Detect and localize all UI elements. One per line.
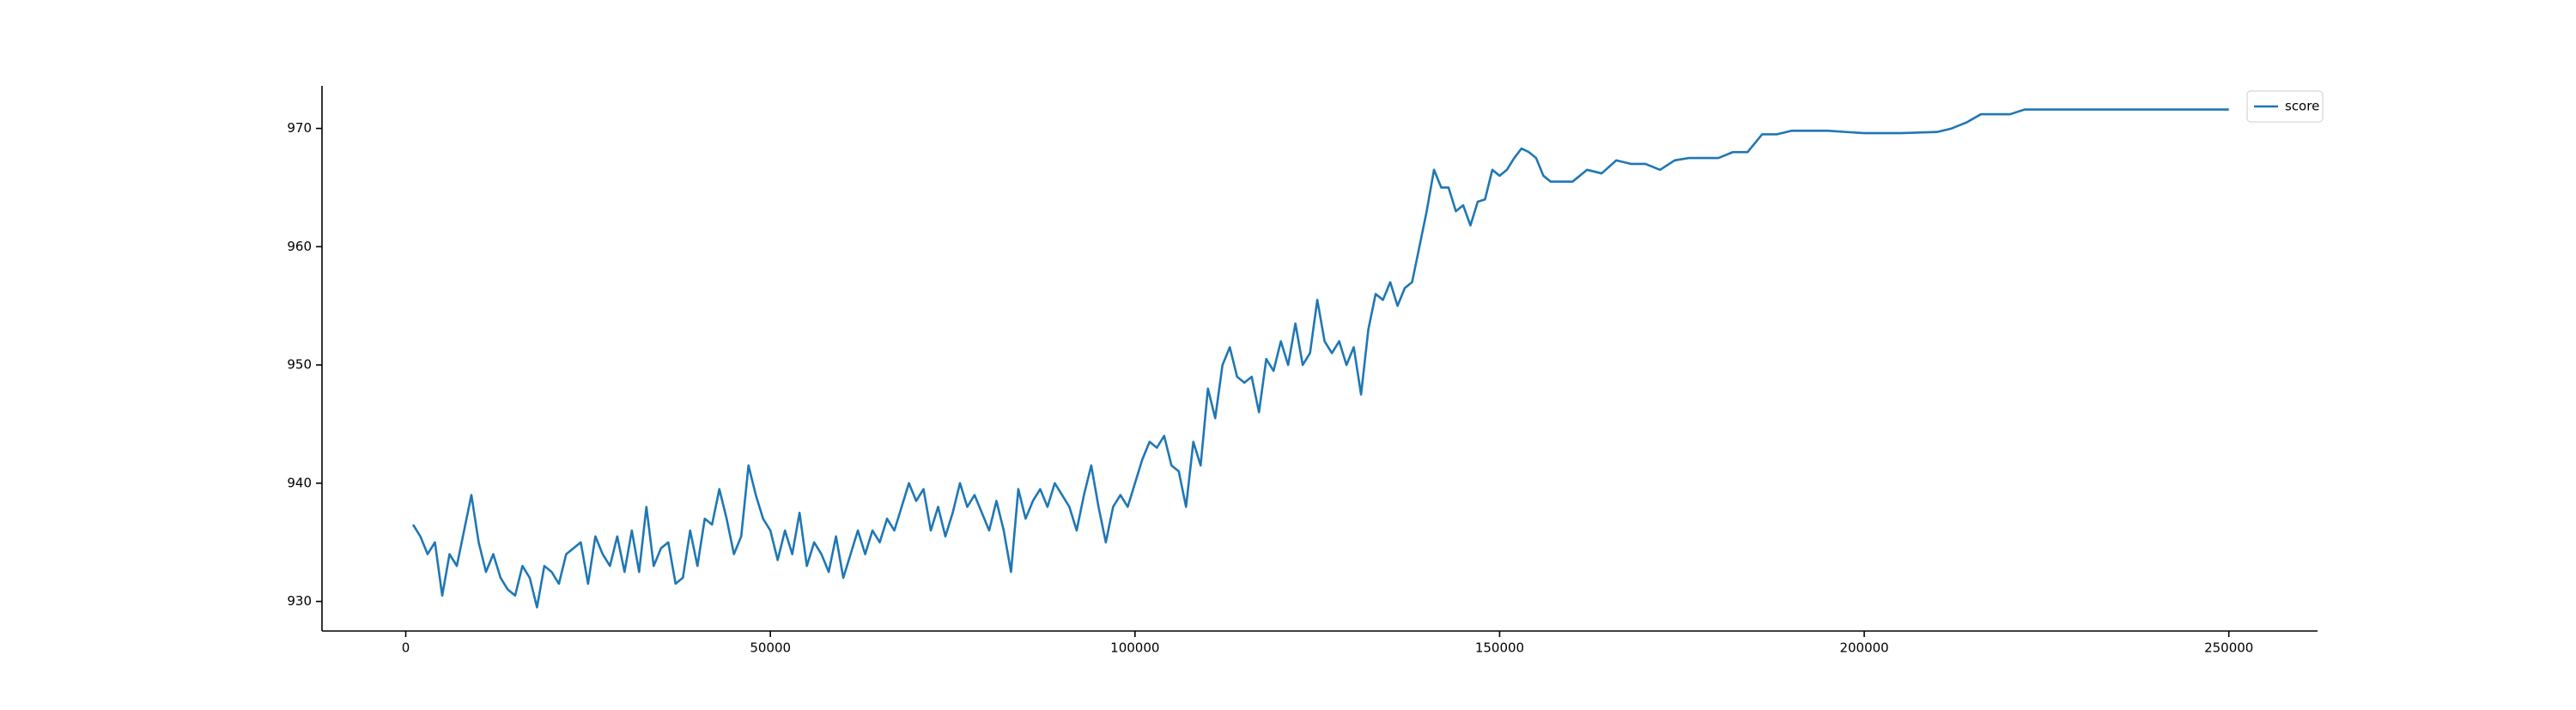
x-tick-label: 100000 xyxy=(1110,640,1159,656)
legend-label: score xyxy=(2285,99,2319,114)
x-tick-label: 50000 xyxy=(750,640,791,656)
legend-box xyxy=(2246,90,2324,123)
x-tick-label: 200000 xyxy=(1839,640,1888,656)
data-line xyxy=(411,108,2229,609)
y-tick-label: 960 xyxy=(287,239,312,254)
y-tick-label: 970 xyxy=(287,120,312,136)
y-tick-label: 950 xyxy=(287,357,312,373)
x-tick-label: 250000 xyxy=(2204,640,2253,656)
y-tick-label: 940 xyxy=(287,475,312,490)
x-tick-label: 150000 xyxy=(1475,640,1524,656)
x-tick-label: 0 xyxy=(402,640,410,656)
y-tick-label: 930 xyxy=(287,593,312,609)
legend: score xyxy=(2246,90,2324,123)
